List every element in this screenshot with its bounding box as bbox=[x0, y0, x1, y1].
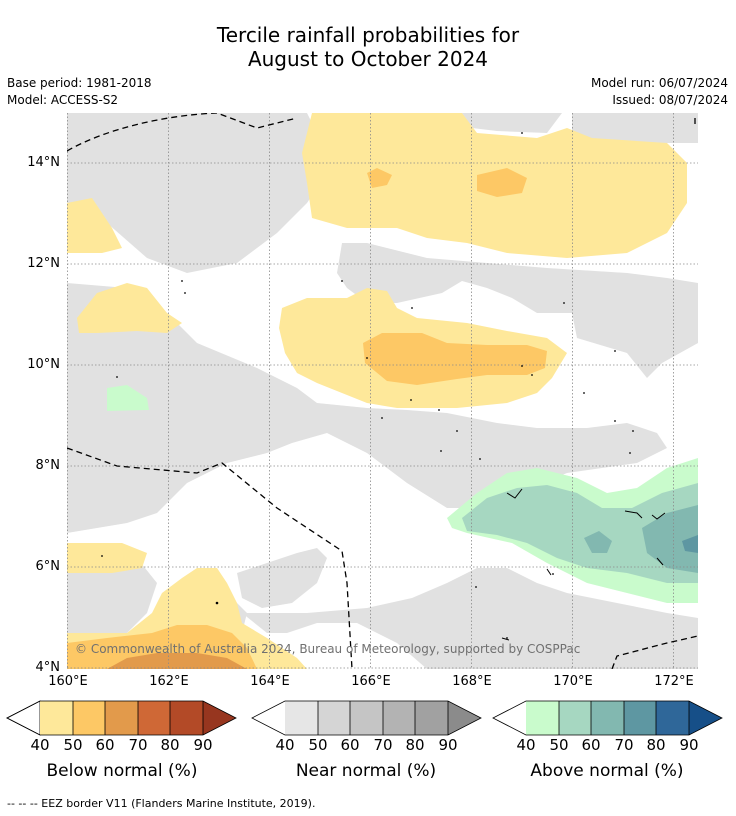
eez-legend-text: -- -- -- EEZ border V11 (Flanders Marine… bbox=[7, 797, 316, 810]
near-over-triangle bbox=[448, 701, 481, 735]
above-normal-70-regions bbox=[682, 535, 698, 553]
base-period-text: Base period: 1981-2018 bbox=[7, 76, 152, 90]
model-run-text: Model run: 06/07/2024 bbox=[590, 76, 728, 90]
below-normal-60-regions bbox=[107, 653, 247, 669]
probability-map: © Commonwealth of Australia 2024, Bureau… bbox=[67, 113, 698, 669]
above-normal-title: Above normal (%) bbox=[530, 761, 684, 781]
colorbar-below-swatches bbox=[6, 700, 237, 736]
near-label-90: 90 bbox=[438, 736, 458, 754]
graticule bbox=[67, 113, 698, 669]
below-swatch bbox=[170, 701, 203, 735]
colorbar-near-normal bbox=[251, 700, 483, 736]
near-label-80: 80 bbox=[405, 736, 425, 754]
near-label-40: 40 bbox=[275, 736, 295, 754]
above-label-70: 70 bbox=[614, 736, 634, 754]
map-title-line2: August to October 2024 bbox=[247, 47, 489, 71]
above-label-40: 40 bbox=[516, 736, 536, 754]
below-normal-title: Below normal (%) bbox=[46, 761, 198, 781]
colorbar-below-normal bbox=[6, 700, 238, 736]
below-label-80: 80 bbox=[160, 736, 180, 754]
below-label-40: 40 bbox=[30, 736, 50, 754]
below-label-70: 70 bbox=[128, 736, 148, 754]
lat-tick-14n: 14°N bbox=[27, 155, 60, 170]
near-swatch bbox=[415, 701, 448, 735]
above-swatch bbox=[591, 701, 624, 735]
below-swatch bbox=[138, 701, 170, 735]
lon-tick-164e: 164°E bbox=[250, 674, 290, 689]
lat-tick-10n: 10°N bbox=[27, 357, 60, 372]
lon-tick-162e: 162°E bbox=[149, 674, 189, 689]
lat-tick-6n: 6°N bbox=[35, 559, 61, 574]
above-label-50: 50 bbox=[549, 736, 569, 754]
above-label-60: 60 bbox=[581, 736, 601, 754]
above-swatch bbox=[624, 701, 656, 735]
island-outlines bbox=[501, 488, 666, 641]
below-label-50: 50 bbox=[63, 736, 83, 754]
lon-tick-170e: 170°E bbox=[553, 674, 593, 689]
model-text: Model: ACCESS-S2 bbox=[7, 93, 119, 107]
below-label-90: 90 bbox=[193, 736, 213, 754]
near-label-70: 70 bbox=[373, 736, 393, 754]
lon-tick-160e: 160°E bbox=[48, 674, 88, 689]
lat-tick-4n: 4°N bbox=[35, 660, 61, 675]
near-label-60: 60 bbox=[340, 736, 360, 754]
below-under-triangle bbox=[6, 700, 41, 736]
above-label-80: 80 bbox=[646, 736, 666, 754]
below-swatch bbox=[40, 701, 73, 735]
below-swatch bbox=[105, 701, 138, 735]
above-over-triangle bbox=[689, 701, 722, 735]
lon-tick-168e: 168°E bbox=[452, 674, 492, 689]
lon-tick-172e: 172°E bbox=[654, 674, 694, 689]
below-swatch bbox=[73, 701, 105, 735]
near-swatch bbox=[350, 701, 383, 735]
below-over-triangle bbox=[203, 701, 236, 735]
colorbar-above-swatches bbox=[492, 700, 723, 736]
map-title-line1: Tercile rainfall probabilities for bbox=[216, 23, 520, 47]
near-under-triangle bbox=[252, 701, 285, 735]
lat-tick-12n: 12°N bbox=[27, 256, 60, 271]
near-normal-title: Near normal (%) bbox=[295, 761, 437, 781]
colorbar-above-normal bbox=[492, 700, 724, 736]
below-label-60: 60 bbox=[95, 736, 115, 754]
issued-text: Issued: 08/07/2024 bbox=[612, 93, 728, 107]
map-panel: © Commonwealth of Australia 2024, Bureau… bbox=[67, 113, 698, 669]
lat-tick-8n: 8°N bbox=[35, 458, 61, 473]
above-swatch bbox=[526, 701, 559, 735]
above-normal-60-regions bbox=[584, 505, 698, 573]
near-label-50: 50 bbox=[308, 736, 328, 754]
above-label-90: 90 bbox=[679, 736, 699, 754]
above-normal-50-regions bbox=[462, 483, 698, 583]
near-swatch bbox=[383, 701, 415, 735]
copyright-text: © Commonwealth of Australia 2024, Bureau… bbox=[75, 642, 580, 656]
above-under-triangle bbox=[493, 701, 526, 735]
near-swatch bbox=[285, 701, 318, 735]
eez-border-lines bbox=[67, 113, 698, 669]
colorbar-near-swatches bbox=[251, 700, 482, 736]
above-swatch bbox=[559, 701, 591, 735]
above-swatch bbox=[656, 701, 689, 735]
near-swatch bbox=[318, 701, 350, 735]
island-dots bbox=[101, 132, 634, 639]
lon-tick-166e: 166°E bbox=[351, 674, 391, 689]
